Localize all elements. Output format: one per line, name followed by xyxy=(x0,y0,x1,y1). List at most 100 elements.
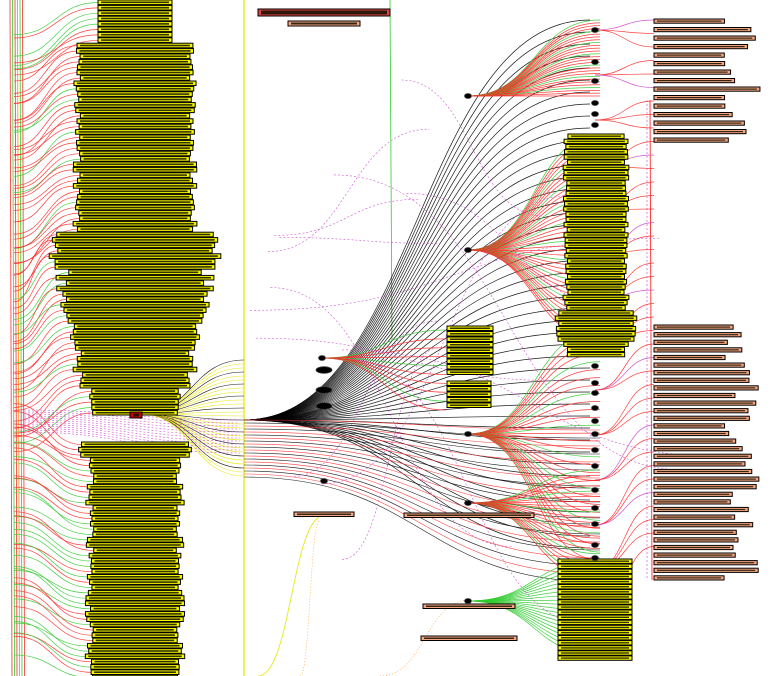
module-node-label xyxy=(94,390,176,392)
module-node-label xyxy=(66,309,204,311)
dependency-edge xyxy=(594,357,655,391)
module-node-label xyxy=(561,616,629,618)
hub-node[interactable] xyxy=(318,355,326,361)
dependency-edge xyxy=(594,438,655,481)
module-node-label xyxy=(657,410,745,412)
dependency-edge xyxy=(13,582,86,615)
hub-node[interactable] xyxy=(591,405,599,411)
hub-node[interactable] xyxy=(591,542,599,548)
hub-node[interactable] xyxy=(464,431,472,437)
module-node-label xyxy=(450,393,488,395)
hub-node[interactable] xyxy=(591,363,599,369)
dependency-edge xyxy=(13,412,93,453)
module-node-label xyxy=(76,82,194,85)
dependency-edge xyxy=(13,621,86,657)
module-node-label xyxy=(567,234,625,236)
dependency-edge xyxy=(594,370,655,391)
hub-node[interactable] xyxy=(591,59,599,65)
hub-node[interactable] xyxy=(591,122,599,128)
dependency-edge xyxy=(13,120,78,150)
module-node-label xyxy=(82,125,188,128)
dependency-edge xyxy=(19,427,241,448)
dependency-edge xyxy=(243,163,591,421)
dependency-edge xyxy=(13,547,90,583)
module-node-label xyxy=(76,222,194,225)
hub-node[interactable] xyxy=(591,505,599,511)
module-node-label xyxy=(657,364,742,366)
dependency-edge xyxy=(243,103,591,421)
hub-node[interactable] xyxy=(591,487,599,493)
module-node-label xyxy=(561,312,631,314)
dependency-edge xyxy=(467,408,601,435)
module-node-label xyxy=(89,618,181,620)
dependency-edge xyxy=(13,7,99,39)
dependency-edge xyxy=(13,104,75,147)
dependency-edge xyxy=(13,374,83,411)
hub-node[interactable] xyxy=(591,390,599,396)
module-node-label xyxy=(657,54,722,56)
hub-node[interactable] xyxy=(591,447,599,453)
hub-node[interactable] xyxy=(591,418,599,424)
module-node-label xyxy=(65,293,205,295)
module-node-label xyxy=(657,334,739,336)
dependency-edge xyxy=(13,606,93,641)
module-node-label xyxy=(93,523,177,525)
dependency-edge xyxy=(13,34,99,64)
module-node-label xyxy=(92,491,178,493)
dependency-edge xyxy=(243,419,591,513)
module-node-label xyxy=(71,271,199,274)
hub-node[interactable] xyxy=(320,478,328,484)
module-node-label xyxy=(95,533,175,536)
module-node-label xyxy=(83,114,187,117)
hub-node[interactable] xyxy=(315,366,333,374)
hub-node[interactable] xyxy=(591,78,599,84)
dependency-edge xyxy=(243,175,591,421)
hub-node[interactable] xyxy=(591,555,599,561)
hub-node[interactable] xyxy=(591,100,599,106)
dependency-edge xyxy=(13,164,74,196)
module-node-label xyxy=(566,208,626,210)
dependency-edge xyxy=(321,356,447,359)
dependency-edge xyxy=(13,23,99,70)
module-node-label xyxy=(94,560,176,562)
dependency-edge xyxy=(13,533,91,567)
hub-node[interactable] xyxy=(591,27,599,33)
dependency-edge xyxy=(13,153,80,189)
hub-node[interactable] xyxy=(464,598,472,604)
dependency-edge xyxy=(467,53,601,97)
hub-node[interactable] xyxy=(591,521,599,527)
hub-node[interactable] xyxy=(315,402,333,410)
module-node-label xyxy=(96,475,174,477)
dependency-edge xyxy=(594,100,655,121)
dependency-edge xyxy=(243,431,601,463)
hub-node[interactable] xyxy=(464,247,472,253)
hub-node[interactable] xyxy=(591,431,599,437)
module-node-label xyxy=(93,459,177,461)
module-node-label xyxy=(657,402,753,404)
dependency-edge xyxy=(349,359,591,626)
dependency-edge xyxy=(243,464,601,551)
hub-node[interactable] xyxy=(591,463,599,469)
module-node-label xyxy=(657,554,733,556)
dependency-edge xyxy=(594,465,655,526)
module-node-label xyxy=(78,109,192,112)
module-node-label xyxy=(450,360,490,362)
dependency-edge xyxy=(13,506,93,535)
hub-node[interactable] xyxy=(464,500,472,506)
module-node-label xyxy=(96,629,174,631)
module-node-label xyxy=(570,135,622,137)
dependency-edge xyxy=(13,72,77,121)
module-node-label xyxy=(569,182,623,184)
dependency-edge xyxy=(13,522,90,557)
module-node-label xyxy=(567,151,625,153)
dependency-edge xyxy=(243,425,601,447)
hub-node[interactable] xyxy=(591,380,599,386)
dependency-edge xyxy=(333,174,681,470)
module-node-label xyxy=(570,291,622,293)
hub-node[interactable] xyxy=(315,386,333,394)
dependency-edge xyxy=(13,566,87,599)
module-node-label xyxy=(101,12,169,14)
hub-node[interactable] xyxy=(464,93,472,99)
hub-node[interactable] xyxy=(591,111,599,117)
